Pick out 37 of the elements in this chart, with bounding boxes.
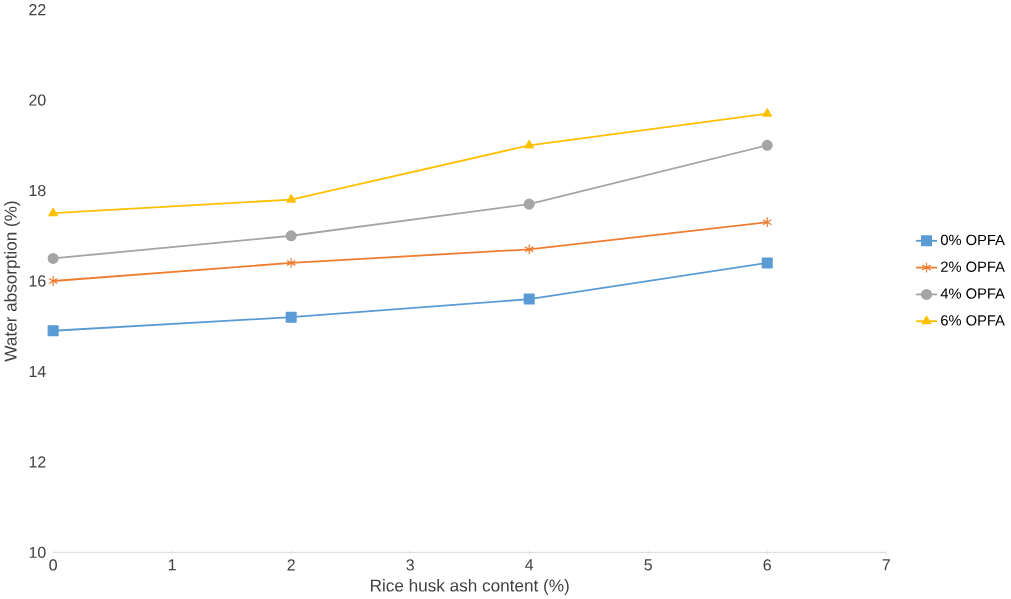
x-tick-label: 4 xyxy=(525,559,534,571)
legend-label: 6% OPFA xyxy=(941,315,1005,326)
y-tick-label: 20 xyxy=(29,94,46,106)
y-tick-label: 12 xyxy=(29,456,46,468)
point xyxy=(285,230,297,242)
point xyxy=(47,325,59,337)
point xyxy=(761,139,773,151)
legend-label: 2% OPFA xyxy=(941,261,1005,272)
point xyxy=(48,207,59,217)
x-tick-label: 2 xyxy=(287,559,295,571)
x-tick-label: 6 xyxy=(763,559,771,571)
legend-label: 0% OPFA xyxy=(940,234,1005,246)
y-tick-label: 22 xyxy=(29,4,46,16)
y-tick-label: 14 xyxy=(29,365,46,377)
point xyxy=(523,198,535,210)
y-tick-label: 16 xyxy=(29,275,46,287)
point xyxy=(48,275,59,287)
x-tick-label: 1 xyxy=(168,559,176,571)
point xyxy=(762,216,773,228)
point xyxy=(285,311,297,323)
point xyxy=(761,257,773,269)
legend-label: 4% OPFA xyxy=(940,288,1005,299)
x-tick-label: 0 xyxy=(49,559,57,571)
y-tick-label: 18 xyxy=(29,184,46,197)
point xyxy=(286,257,297,269)
point xyxy=(286,194,297,203)
point xyxy=(762,108,773,117)
y-tick-label: 10 xyxy=(29,546,46,558)
x-tick-label: 7 xyxy=(882,559,890,571)
x-axis-title: Rice husk ash content (%) xyxy=(370,578,569,595)
y-axis-title: Water absorption (%) xyxy=(4,201,21,362)
x-tick-label: 3 xyxy=(406,559,414,571)
point xyxy=(523,293,535,305)
point xyxy=(47,252,59,264)
point xyxy=(524,243,535,255)
x-tick-label: 5 xyxy=(644,559,652,571)
point xyxy=(524,139,535,149)
